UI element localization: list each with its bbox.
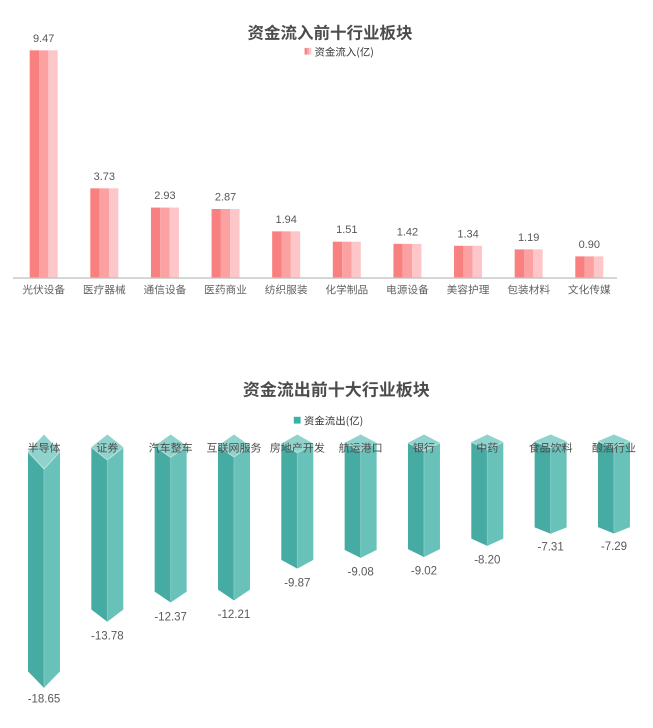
svg-text:-12.21: -12.21 <box>218 609 251 621</box>
svg-text:1.94: 1.94 <box>275 214 296 226</box>
svg-text:-9.87: -9.87 <box>284 578 310 590</box>
svg-text:-18.65: -18.65 <box>28 693 61 705</box>
svg-text:-12.37: -12.37 <box>154 611 187 623</box>
svg-text:-13.78: -13.78 <box>91 630 124 642</box>
svg-text:1.34: 1.34 <box>457 228 478 240</box>
svg-text:-7.31: -7.31 <box>538 541 564 553</box>
svg-text:-7.29: -7.29 <box>601 541 627 553</box>
svg-text:2.87: 2.87 <box>215 192 236 204</box>
svg-text:3.73: 3.73 <box>94 171 115 183</box>
svg-text:2.93: 2.93 <box>154 190 175 202</box>
svg-text:1.51: 1.51 <box>336 224 357 236</box>
svg-text:9.47: 9.47 <box>33 33 54 45</box>
svg-text:-9.02: -9.02 <box>411 566 437 578</box>
svg-text:1.19: 1.19 <box>518 232 539 244</box>
svg-text:-9.08: -9.08 <box>348 566 374 578</box>
svg-text:-8.20: -8.20 <box>474 554 500 566</box>
svg-text:0.90: 0.90 <box>579 239 600 251</box>
svg-text:1.42: 1.42 <box>397 226 418 238</box>
